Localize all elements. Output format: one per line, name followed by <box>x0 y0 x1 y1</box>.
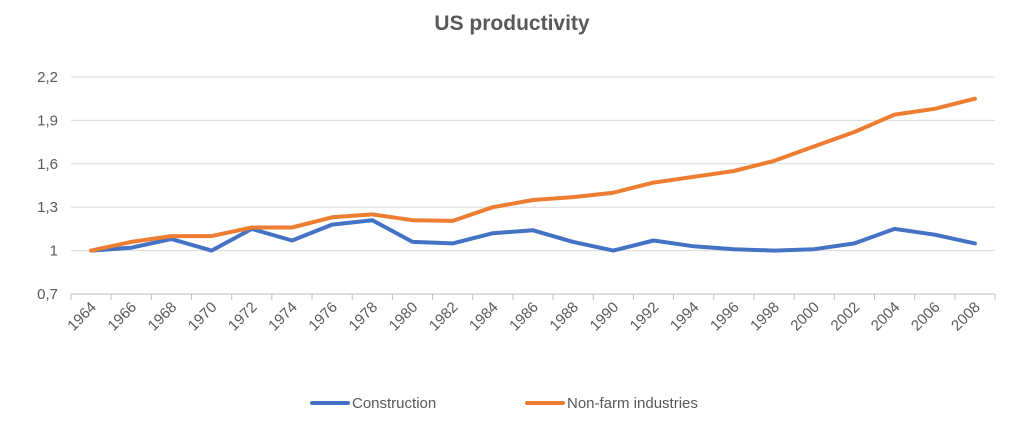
y-tick-label: 2,2 <box>37 69 58 86</box>
x-tick-label: 1988 <box>546 299 582 335</box>
y-tick-label: 1 <box>50 243 58 260</box>
series-line-non-farm-industries <box>89 96 977 253</box>
y-tick-label: 1,3 <box>37 199 58 216</box>
x-tick-label: 1966 <box>104 299 140 335</box>
x-tick-label: 1992 <box>627 299 663 335</box>
x-tick-label: 2000 <box>787 299 823 335</box>
x-tick-label: 2002 <box>828 299 864 335</box>
x-tick-label: 2006 <box>908 299 944 335</box>
x-tick-label: 1996 <box>707 299 743 335</box>
x-tick-label: 2004 <box>868 299 904 335</box>
x-tick-label: 1970 <box>185 299 221 335</box>
series-line-construction <box>89 218 977 253</box>
y-tick-label: 1,6 <box>37 156 58 173</box>
x-tick-label: 1982 <box>426 299 462 335</box>
y-tick-label: 0,7 <box>37 286 58 303</box>
x-tick-label: 1968 <box>145 299 181 335</box>
series-lines <box>89 96 977 253</box>
x-tick-label: 1964 <box>64 299 100 335</box>
x-tick-label: 1986 <box>506 299 542 335</box>
x-tick-label: 2008 <box>948 299 984 335</box>
x-tick-label: 1974 <box>265 299 301 335</box>
x-tick-label: 1972 <box>225 299 261 335</box>
legend-label: Non-farm industries <box>567 395 698 412</box>
x-tick-label: 1976 <box>305 299 341 335</box>
chart-title: US productivity <box>434 12 590 35</box>
x-tick-label: 1984 <box>466 299 502 335</box>
legend: Construction Non-farm industries <box>310 395 698 412</box>
x-tick-label: 1994 <box>667 299 703 335</box>
y-tick-label: 1,9 <box>37 112 58 129</box>
legend-label: Construction <box>352 395 436 412</box>
x-tick-label: 1978 <box>346 299 382 335</box>
gridlines <box>71 76 995 295</box>
x-tick-label: 1980 <box>386 299 422 335</box>
x-tick-label: 1990 <box>587 299 623 335</box>
x-tick-label: 1998 <box>747 299 783 335</box>
